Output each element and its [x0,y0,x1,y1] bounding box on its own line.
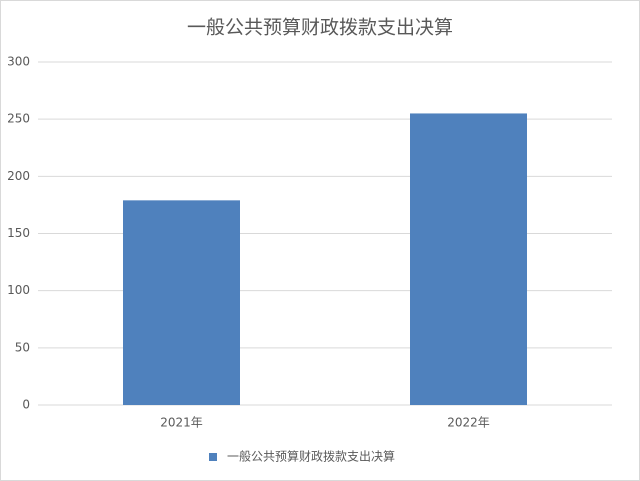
y-tick-label: 50 [15,340,30,354]
x-tick-label: 2022年 [447,416,490,430]
chart-title: 一般公共预算财政拨款支出决算 [187,17,453,39]
y-tick-label: 150 [7,226,30,240]
y-tick-label: 300 [7,55,30,69]
bar [410,113,527,405]
y-tick-label: 200 [7,169,30,183]
x-tick-label: 2021年 [160,416,203,430]
bar [123,200,240,405]
legend-label: 一般公共预算财政拨款支出决算 [227,449,395,464]
y-tick-label: 250 [7,112,30,126]
y-tick-label: 100 [7,283,30,297]
y-tick-label: 0 [22,398,30,412]
legend-swatch [209,453,217,461]
